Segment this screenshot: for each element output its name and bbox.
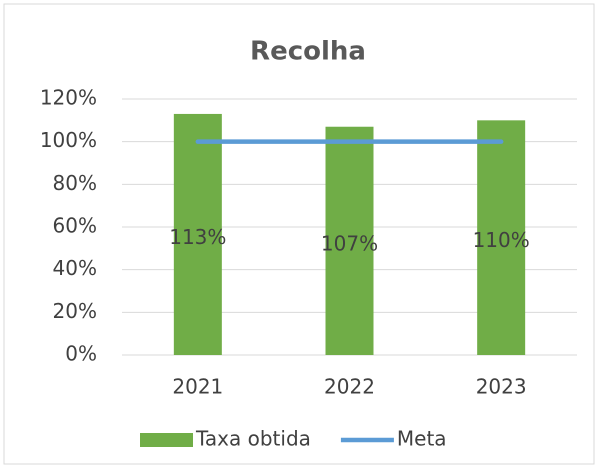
bar xyxy=(325,126,374,355)
legend-label: Meta xyxy=(397,427,447,451)
y-tick-label: 20% xyxy=(53,299,97,323)
legend-label: Taxa obtida xyxy=(195,427,311,451)
chart-title: Recolha xyxy=(250,37,366,67)
y-tick-label: 120% xyxy=(40,86,97,110)
x-tick-label: 2022 xyxy=(324,375,375,399)
y-tick-label: 40% xyxy=(53,256,97,280)
x-tick-label: 2021 xyxy=(172,375,223,399)
y-tick-label: 80% xyxy=(53,171,97,195)
x-tick-label: 2023 xyxy=(476,375,527,399)
data-label: 107% xyxy=(321,231,378,255)
bar xyxy=(477,120,526,355)
y-tick-label: 60% xyxy=(53,214,97,238)
data-label: 110% xyxy=(473,228,530,252)
y-tick-label: 100% xyxy=(40,128,97,152)
bar xyxy=(173,113,222,355)
legend-swatch xyxy=(140,433,193,447)
data-label: 113% xyxy=(169,225,226,249)
y-tick-label: 0% xyxy=(65,342,97,366)
